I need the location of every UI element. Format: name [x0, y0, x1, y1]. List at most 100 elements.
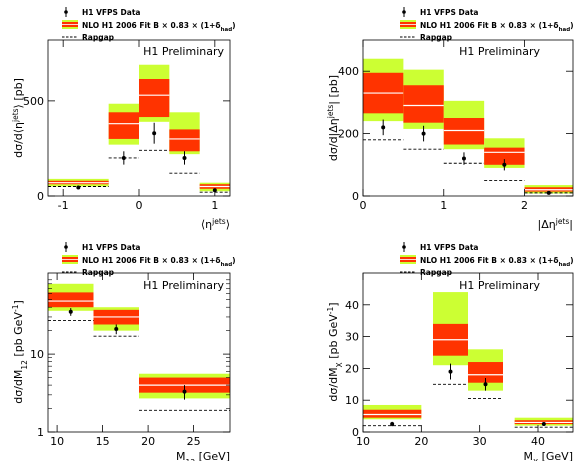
panel-eta: H1 VFPS Data NLO H1 2006 Fit B × 0.83 × (… — [11, 7, 236, 231]
bin-0 — [363, 58, 404, 141]
bin-3 — [514, 417, 573, 428]
bin-0 — [48, 283, 94, 321]
data-point — [502, 162, 507, 167]
bin-3 — [484, 138, 525, 181]
x-tick-label: 2 — [521, 199, 528, 212]
legend-data-label: H1 VFPS Data — [82, 8, 140, 17]
y-tick-label: 1 — [37, 426, 44, 439]
y-axis-label: dσ/dMX [pb GeV-1] — [326, 302, 344, 401]
bin-2 — [139, 373, 230, 411]
y-tick-label: 20 — [345, 362, 359, 375]
legend-rapgap-label: Rapgap — [82, 33, 115, 42]
legend-data-marker — [402, 245, 406, 249]
x-axis-label: M12 [GeV] — [176, 450, 230, 461]
legend-data-label: H1 VFPS Data — [82, 243, 140, 252]
legend: H1 VFPS Data NLO H1 2006 Fit B × 0.83 × (… — [62, 7, 236, 42]
x-tick-label: 20 — [414, 435, 428, 448]
x-tick-label: 15 — [96, 435, 110, 448]
nlo-inner-band — [139, 79, 170, 118]
y-tick-label: 0 — [352, 190, 359, 203]
data-point — [182, 155, 187, 160]
y-tick-label: 0 — [352, 426, 359, 439]
legend-data-label: H1 VFPS Data — [420, 8, 478, 17]
y-tick-label: 10 — [345, 394, 359, 407]
y-tick-label: 40 — [345, 299, 359, 312]
bin-2 — [139, 64, 170, 151]
legend-nlo-label: NLO H1 2006 Fit B × 0.83 × (1+δhad) — [82, 21, 236, 33]
x-tick-label: 1 — [211, 199, 218, 212]
bin-1 — [108, 103, 139, 165]
bin-1 — [93, 307, 139, 337]
data-point — [448, 369, 453, 374]
bin-4 — [524, 185, 573, 195]
data-point — [483, 382, 488, 387]
y-tick-label: 0 — [37, 190, 44, 203]
nlo-inner-band — [108, 112, 139, 139]
preliminary-label: H1 Preliminary — [459, 279, 540, 292]
legend: H1 VFPS Data NLO H1 2006 Fit B × 0.83 × (… — [62, 242, 236, 277]
nlo-inner-band — [169, 129, 200, 152]
data-point — [121, 155, 126, 160]
bin-2 — [468, 349, 503, 400]
preliminary-label: H1 Preliminary — [143, 279, 224, 292]
x-tick-label: 40 — [531, 435, 545, 448]
data-point — [541, 422, 546, 427]
y-tick-label: 200 — [338, 128, 359, 141]
data-point — [68, 309, 73, 314]
preliminary-label: H1 Preliminary — [459, 45, 540, 58]
nlo-inner-band — [468, 362, 503, 383]
legend: H1 VFPS Data NLO H1 2006 Fit B × 0.83 × (… — [400, 7, 574, 42]
x-tick-label: 0 — [360, 199, 367, 212]
data-point — [546, 190, 551, 195]
legend-nlo-label: NLO H1 2006 Fit B × 0.83 × (1+δhad) — [420, 21, 574, 33]
x-tick-label: 10 — [50, 435, 64, 448]
nlo-inner-band — [363, 409, 422, 418]
bin-1 — [433, 292, 468, 385]
plot-frame — [47, 272, 231, 433]
x-tick-label: 30 — [473, 435, 487, 448]
bin-3 — [169, 112, 200, 174]
nlo-inner-band — [48, 292, 94, 308]
x-tick-label: 10 — [356, 435, 370, 448]
bin-0 — [363, 404, 422, 427]
legend-rapgap-label: Rapgap — [82, 268, 115, 277]
x-axis-label: |Δηjets| — [538, 217, 573, 232]
legend-rapgap-label: Rapgap — [420, 33, 453, 42]
legend-data-label: H1 VFPS Data — [420, 243, 478, 252]
y-tick-label: 400 — [338, 65, 359, 78]
x-axis-label: MX [GeV] — [523, 450, 573, 461]
x-tick-label: 20 — [141, 435, 155, 448]
legend-data-marker — [64, 10, 68, 14]
nlo-inner-band — [443, 118, 485, 145]
legend: H1 VFPS Data NLO H1 2006 Fit B × 0.83 × (… — [400, 242, 574, 277]
data-point — [76, 185, 81, 190]
data-point — [390, 422, 395, 427]
preliminary-label: H1 Preliminary — [143, 45, 224, 58]
y-tick-label: 10 — [30, 348, 44, 361]
data-point — [381, 125, 386, 130]
data-point — [182, 389, 187, 394]
x-axis-label: ⟨ηjets⟩ — [201, 217, 230, 232]
legend-nlo-label: NLO H1 2006 Fit B × 0.83 × (1+δhad) — [420, 256, 574, 268]
y-tick-label: 30 — [345, 331, 359, 344]
legend-rapgap-label: Rapgap — [420, 268, 453, 277]
y-axis-label: dσ/dM12 [pb GeV-1] — [11, 300, 29, 404]
panel-m12: H1 VFPS Data NLO H1 2006 Fit B × 0.83 × (… — [11, 242, 236, 461]
plot-frame — [362, 272, 574, 433]
y-axis-label: dσ/d⟨ηjets⟩ [pb] — [11, 78, 26, 158]
x-tick-label: 1 — [440, 199, 447, 212]
legend-data-marker — [64, 245, 68, 249]
panel-mx: H1 VFPS Data NLO H1 2006 Fit B × 0.83 × (… — [326, 242, 574, 461]
bin-1 — [403, 69, 444, 150]
y-axis-label: dσ/d|Δηjets| [pb] — [326, 75, 341, 161]
x-tick-label: -1 — [58, 199, 69, 212]
plot-frame — [362, 39, 574, 197]
y-tick-label: 500 — [23, 95, 44, 108]
legend-nlo-label: NLO H1 2006 Fit B × 0.83 × (1+δhad) — [82, 256, 236, 268]
panel-deta: H1 VFPS Data NLO H1 2006 Fit B × 0.83 × (… — [326, 7, 574, 231]
data-point — [152, 131, 157, 136]
data-point — [421, 131, 426, 136]
x-tick-label: 0 — [136, 199, 143, 212]
x-tick-label: 25 — [187, 435, 201, 448]
